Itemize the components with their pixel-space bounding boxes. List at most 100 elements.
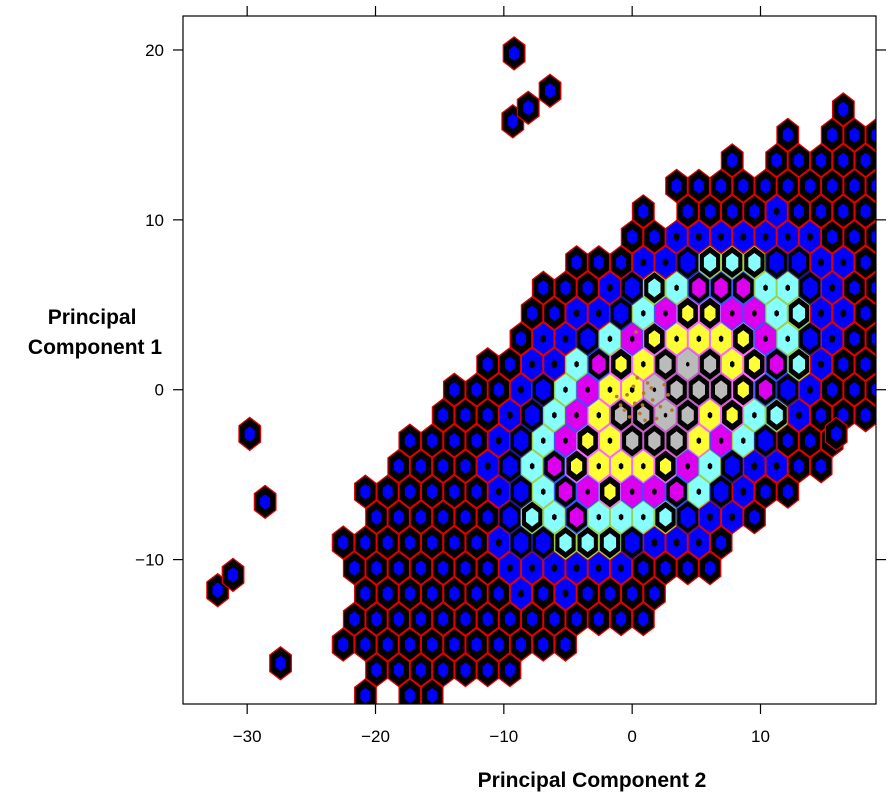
hex-cell	[531, 270, 555, 306]
hex-inner	[360, 535, 371, 551]
hex-cell	[354, 525, 377, 560]
hex-cell	[676, 346, 700, 382]
hex-cell	[665, 525, 689, 560]
hex-outer	[865, 220, 876, 254]
hex-cell	[576, 372, 600, 408]
hex-cell	[365, 652, 388, 688]
hex-inner	[607, 437, 613, 445]
hex-inner	[749, 509, 760, 525]
hex-cell	[765, 143, 789, 178]
y-tick-label: 20	[145, 41, 164, 60]
hex-cell	[609, 550, 633, 586]
hex-inner	[526, 507, 539, 527]
data-point	[670, 408, 674, 412]
hex-cell	[454, 499, 477, 535]
hex-cell	[631, 194, 655, 229]
hex-cell	[531, 525, 555, 560]
hex-cell	[487, 372, 511, 408]
hex-cell	[854, 244, 876, 280]
hex-inner	[707, 462, 713, 470]
hex-cell	[687, 423, 711, 459]
data-point	[649, 386, 654, 390]
hex-cell	[542, 550, 566, 586]
hex-cell	[498, 346, 522, 382]
hex-cell	[431, 652, 455, 688]
hex-inner	[596, 513, 601, 521]
hex-inner	[228, 567, 239, 583]
hex-inner	[802, 327, 818, 350]
hex-inner	[496, 436, 502, 445]
hex-inner	[460, 662, 471, 678]
hex-inner	[416, 509, 426, 525]
hex-inner	[816, 152, 827, 168]
hex-inner	[603, 533, 617, 552]
hex-inner	[438, 407, 449, 423]
hex-inner	[682, 560, 693, 576]
hex-inner	[670, 431, 683, 450]
hex-cell	[809, 346, 833, 382]
hex-inner	[705, 203, 715, 219]
hex-inner	[860, 152, 871, 168]
hex-inner	[883, 153, 889, 168]
hex-inner	[792, 354, 805, 374]
hex-cell	[342, 550, 366, 586]
hex-cell	[454, 601, 477, 637]
hex-inner	[507, 563, 513, 573]
hex-inner	[371, 611, 382, 627]
hex-cell	[676, 448, 700, 484]
hex-cell	[542, 601, 566, 637]
hex-cell	[631, 550, 655, 586]
hex-cell	[609, 295, 633, 331]
hex-cell	[576, 423, 600, 459]
hex-inner	[518, 385, 524, 394]
hex-inner	[682, 203, 693, 219]
hex-cell	[620, 270, 644, 306]
hex-cell	[731, 270, 755, 306]
hex-cell	[665, 219, 689, 255]
hex-cell	[587, 295, 611, 331]
hex-inner	[838, 152, 849, 168]
hex-inner	[513, 531, 529, 554]
hex-cell	[820, 168, 844, 204]
hex-inner	[551, 563, 558, 573]
hex-cell	[687, 372, 711, 408]
hex-cell	[687, 168, 711, 204]
hex-cell	[676, 244, 700, 280]
hex-inner	[674, 284, 679, 292]
hex-cell	[754, 372, 777, 408]
hex-outer	[877, 297, 889, 330]
hex-cell	[843, 321, 866, 357]
hex-cell	[354, 576, 377, 611]
hex-cell	[676, 194, 700, 229]
hex-cell	[642, 270, 666, 306]
hex-cell	[531, 474, 555, 509]
hex-inner	[260, 494, 271, 510]
hex-inner	[540, 334, 546, 343]
hex-cell	[831, 92, 855, 127]
hex-inner	[648, 431, 661, 450]
hex-cell	[498, 397, 522, 433]
hex-inner	[571, 611, 582, 627]
hex-cell	[765, 295, 789, 331]
hex-cell	[442, 474, 466, 509]
hex-inner	[860, 356, 871, 372]
hex-cell	[877, 246, 889, 279]
hex-inner	[471, 585, 482, 602]
hex-inner	[507, 411, 513, 420]
hex-cell	[387, 652, 411, 688]
hex-inner	[871, 127, 876, 143]
hex-cell	[542, 295, 566, 331]
hex-cell	[776, 321, 800, 357]
hex-cell	[565, 448, 589, 484]
hex-inner	[649, 585, 660, 602]
hex-cell	[387, 448, 411, 484]
hex-inner	[393, 662, 404, 678]
data-point	[634, 330, 638, 334]
hex-inner	[740, 232, 747, 242]
hex-inner	[692, 380, 705, 400]
hex-cell	[698, 550, 722, 586]
hex-outer	[877, 144, 889, 177]
hex-outer	[877, 195, 889, 228]
hex-inner	[382, 535, 393, 551]
